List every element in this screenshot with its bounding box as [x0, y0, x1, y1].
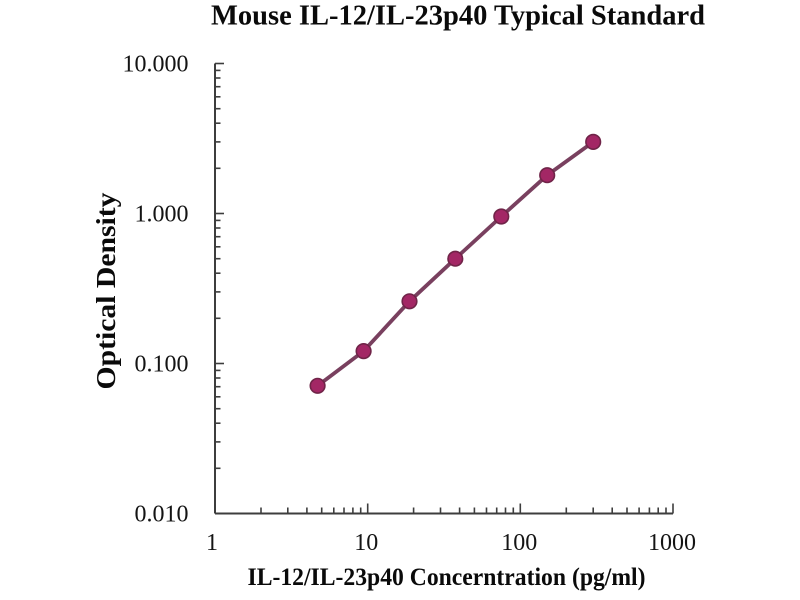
svg-text:0.100: 0.100: [135, 351, 189, 377]
svg-text:1: 1: [206, 530, 218, 556]
svg-text:10: 10: [354, 530, 378, 556]
svg-text:Optical Density: Optical Density: [90, 192, 121, 389]
svg-text:IL-12/IL-23p40 Concerntration: IL-12/IL-23p40 Concerntration (pg/ml): [248, 562, 646, 591]
svg-text:Mouse IL-12/IL-23p40 Typical S: Mouse IL-12/IL-23p40 Typical Standard: [211, 1, 705, 32]
svg-text:10.000: 10.000: [123, 51, 189, 77]
svg-text:1.000: 1.000: [135, 201, 189, 227]
svg-text:0.010: 0.010: [135, 501, 189, 527]
svg-text:100: 100: [501, 530, 537, 556]
svg-text:1000: 1000: [648, 530, 696, 556]
